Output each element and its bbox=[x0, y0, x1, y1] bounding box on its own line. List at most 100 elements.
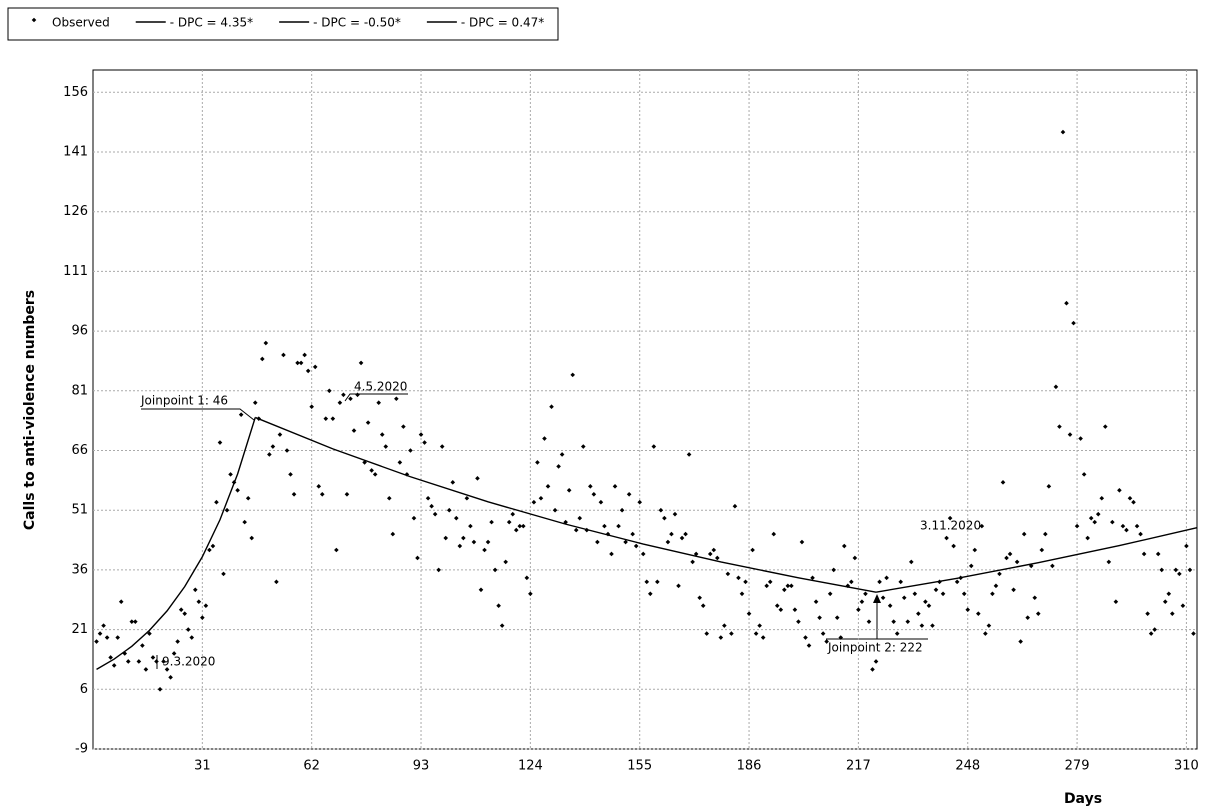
observed-point bbox=[901, 595, 907, 601]
observed-point bbox=[693, 551, 699, 557]
observed-point bbox=[489, 519, 494, 525]
observed-point bbox=[214, 499, 219, 505]
observed-point bbox=[813, 599, 819, 605]
observed-point bbox=[450, 480, 456, 485]
observed-point bbox=[524, 575, 530, 581]
observed-point bbox=[545, 484, 551, 489]
observed-point bbox=[834, 615, 840, 620]
observed-point bbox=[824, 639, 829, 644]
observed-point bbox=[676, 583, 681, 589]
observed-point bbox=[1025, 615, 1030, 620]
observed-point bbox=[933, 587, 939, 593]
observed-point bbox=[401, 424, 406, 429]
observed-point bbox=[327, 388, 332, 394]
observed-point bbox=[221, 571, 226, 577]
observed-point bbox=[750, 547, 755, 553]
observed-point bbox=[510, 511, 516, 517]
observed-point bbox=[94, 639, 99, 644]
observed-point bbox=[270, 444, 276, 449]
observed-point bbox=[1021, 531, 1027, 537]
observed-point bbox=[1000, 480, 1006, 485]
observed-point bbox=[281, 352, 286, 358]
observed-point bbox=[485, 539, 491, 545]
observed-point bbox=[715, 555, 720, 561]
annotation-leader bbox=[141, 408, 255, 421]
observed-point bbox=[803, 635, 808, 640]
observed-point bbox=[640, 551, 646, 557]
observed-point bbox=[1106, 559, 1112, 565]
observed-point bbox=[217, 440, 223, 445]
observed-point bbox=[704, 631, 710, 636]
observed-point bbox=[383, 444, 389, 449]
observed-point bbox=[1014, 559, 1020, 565]
observed-point bbox=[111, 663, 117, 668]
observed-point bbox=[580, 444, 586, 449]
observed-point bbox=[171, 651, 177, 656]
y-tick-label: 51 bbox=[71, 503, 88, 518]
observed-point bbox=[658, 507, 664, 513]
observed-point bbox=[535, 460, 540, 465]
observed-point bbox=[552, 507, 558, 513]
observed-point bbox=[894, 631, 900, 636]
observed-point bbox=[521, 523, 526, 529]
observed-point bbox=[1180, 603, 1186, 609]
observed-point bbox=[644, 579, 650, 585]
observed-point bbox=[1184, 543, 1189, 549]
observed-point bbox=[884, 575, 889, 581]
observed-point bbox=[1141, 551, 1147, 557]
observed-point bbox=[436, 567, 441, 573]
observed-point bbox=[951, 543, 956, 549]
observed-point bbox=[976, 611, 981, 616]
observed-point bbox=[97, 631, 103, 636]
observed-point bbox=[1110, 519, 1115, 525]
annotation: Joinpoint 1: 46 bbox=[140, 394, 228, 408]
observed-point bbox=[249, 535, 255, 541]
observed-point bbox=[771, 531, 777, 537]
observed-point bbox=[492, 567, 498, 573]
observed-point bbox=[1095, 511, 1101, 517]
observed-point bbox=[1131, 499, 1136, 505]
observed-point bbox=[877, 579, 882, 585]
observed-point bbox=[905, 619, 911, 624]
observed-point bbox=[979, 523, 985, 529]
observed-point bbox=[616, 523, 621, 529]
observed-point bbox=[355, 392, 360, 398]
y-tick-label: 36 bbox=[71, 562, 88, 577]
observed-point bbox=[238, 412, 244, 417]
x-tick-label: 186 bbox=[737, 759, 762, 774]
observed-point bbox=[471, 539, 477, 545]
observed-point bbox=[1007, 551, 1013, 557]
observed-point bbox=[598, 499, 604, 505]
annotation: Joinpoint 2: 222 bbox=[827, 641, 923, 655]
observed-point bbox=[323, 416, 329, 421]
observed-point bbox=[1124, 527, 1129, 533]
observed-point bbox=[147, 631, 152, 636]
observed-point bbox=[274, 579, 279, 585]
observed-point bbox=[386, 495, 392, 501]
observed-point bbox=[305, 368, 311, 374]
observed-point bbox=[528, 591, 533, 597]
observed-point bbox=[1071, 320, 1076, 326]
observed-point bbox=[605, 531, 611, 537]
observed-point bbox=[104, 635, 110, 640]
y-tick-label: 6 bbox=[80, 682, 88, 697]
observed-point bbox=[785, 583, 791, 589]
observed-point bbox=[573, 527, 579, 533]
observed-point bbox=[337, 400, 343, 406]
observed-point bbox=[1170, 611, 1175, 616]
observed-point bbox=[182, 611, 188, 616]
observed-point bbox=[175, 639, 180, 644]
observed-point bbox=[1018, 639, 1023, 644]
observed-point bbox=[411, 515, 417, 521]
observed-point bbox=[224, 507, 230, 513]
observed-point bbox=[164, 667, 170, 672]
observed-point bbox=[210, 543, 216, 549]
observed-point bbox=[397, 460, 403, 465]
observed-point bbox=[1035, 611, 1041, 616]
observed-point bbox=[464, 495, 470, 501]
observed-point bbox=[983, 631, 988, 636]
observed-point bbox=[1060, 129, 1066, 135]
observed-point bbox=[1099, 495, 1105, 501]
observed-point bbox=[228, 472, 233, 477]
